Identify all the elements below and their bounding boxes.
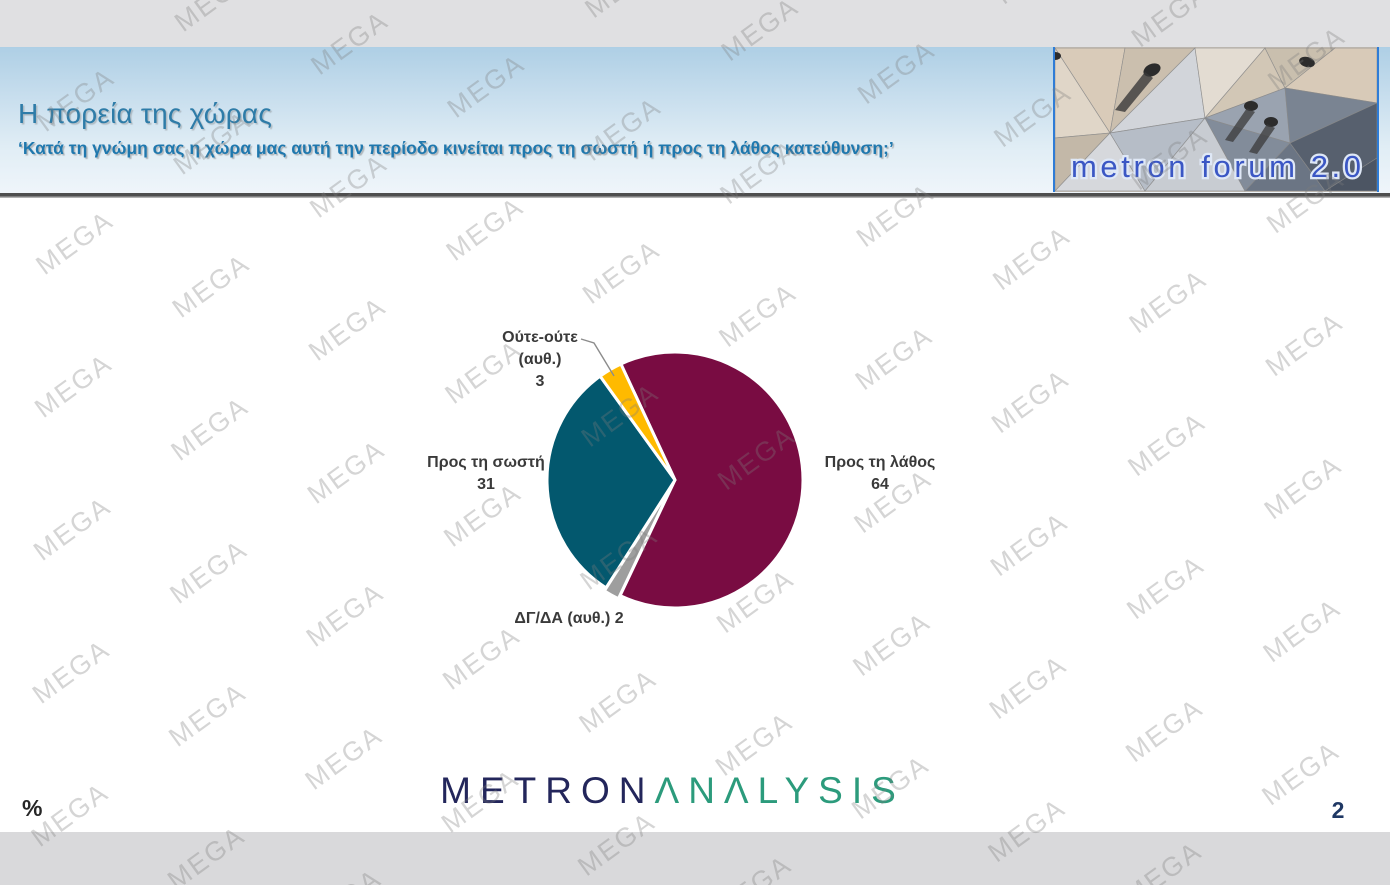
header-divider-line bbox=[0, 193, 1390, 198]
metron-analysis-logo-metron: METRON bbox=[440, 770, 655, 811]
pie-label-right-name: Προς τη σωστή bbox=[427, 454, 545, 471]
pie-label-wrong-name: Προς τη λάθος bbox=[824, 454, 936, 471]
forum-logo-mosaic: metron forum 2.0 bbox=[1055, 47, 1377, 192]
bottom-gray-band bbox=[0, 832, 1390, 885]
pie-label-wrong-direction: Προς τη λάθος 64 bbox=[790, 452, 970, 496]
slide-title: Η πορεία της χώρας bbox=[18, 98, 273, 129]
pie-label-right-direction: Προς τη σωστή 31 bbox=[396, 452, 576, 496]
pie-label-wrong-value: 64 bbox=[871, 476, 889, 493]
pie-label-dk-da: ΔΓ/ΔΑ (αυθ.) 2 bbox=[514, 610, 624, 627]
pie-slice-2 bbox=[545, 374, 677, 590]
metron-analysis-logo: METRONΛNΛLYSIS bbox=[0, 770, 1345, 812]
pie-label-neither: Ούτε-ούτε (αυθ.) 3 bbox=[470, 327, 610, 393]
pie-label-right-value: 31 bbox=[477, 476, 495, 493]
metron-analysis-logo-analysis: ΛNΛLYSIS bbox=[654, 770, 905, 811]
page-number: 2 bbox=[1331, 797, 1345, 823]
pie-slice-0 bbox=[618, 350, 805, 610]
pie-label-neither-value: 3 bbox=[535, 373, 545, 390]
pie-label-neither-line1: Ούτε-ούτε bbox=[502, 329, 578, 346]
slide-subtitle: ‘Κατά τη γνώμη σας η χώρα μας αυτή την π… bbox=[18, 138, 894, 158]
leader-line-neither bbox=[580, 338, 615, 377]
top-gray-band bbox=[0, 0, 1390, 47]
percent-unit-label: % bbox=[22, 795, 43, 821]
metron-forum-logo: metron forum 2.0 bbox=[1053, 47, 1379, 192]
pie-label-neither-line2: (αυθ.) bbox=[518, 351, 562, 368]
